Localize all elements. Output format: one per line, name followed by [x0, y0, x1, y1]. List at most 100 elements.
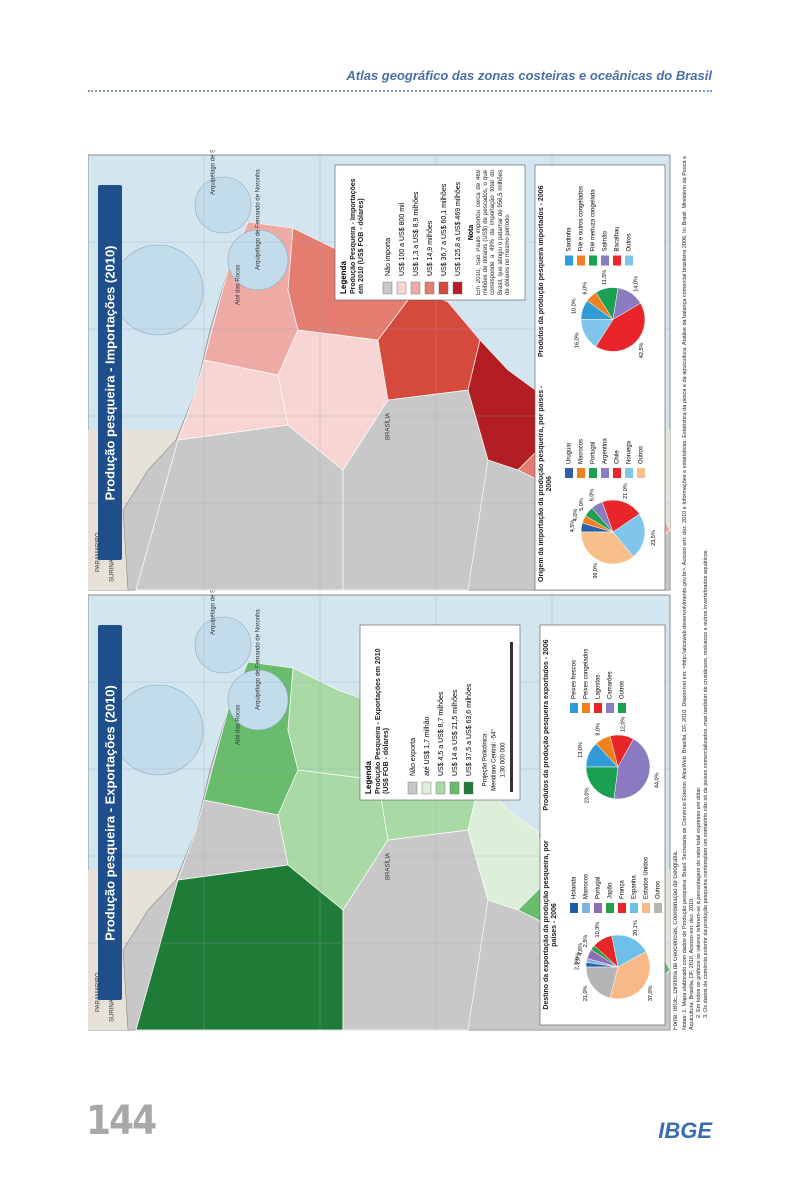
- legend-box: [334, 164, 526, 301]
- legend-label: Sardinha: [567, 227, 573, 252]
- rotated-content: PARAMARIBOSURINAMEGUYANEAtol das RocasAr…: [87, 90, 713, 1035]
- slice-label: 10,0%: [571, 298, 577, 314]
- text-box: 3. Os dados de comércio exterior da prod…: [703, 549, 709, 1018]
- legend-swatch: [618, 903, 626, 913]
- slice-label: 4,5%: [570, 520, 576, 533]
- legend-label: Filé e outros congelados: [579, 186, 585, 251]
- legend-label: Holanda: [572, 876, 578, 899]
- footer-note: 3. Os dados de comércio exterior da prod…: [703, 549, 709, 1018]
- scale-bar: [510, 642, 513, 792]
- legend-swatch: [407, 781, 418, 795]
- legend-label: Marrocos: [579, 439, 585, 464]
- map-info: Projeção Policônica: [483, 733, 489, 786]
- slice-label: 4,0%: [573, 509, 579, 522]
- legend-box: [359, 624, 521, 801]
- pie-slice: [601, 499, 640, 533]
- slice-label: 10,3%: [595, 922, 601, 938]
- legend-swatch: [594, 703, 602, 713]
- slice-label: 23,5%: [651, 530, 657, 546]
- pie-slice: [611, 934, 647, 968]
- map-label: SURINAME: [110, 990, 116, 1022]
- legend-label: US$ 4,5 a US$ 8,7 milhões: [438, 691, 445, 776]
- chart-title: Produtos da produção pesqueira importado…: [538, 185, 545, 358]
- slice-label: 14,0%: [633, 276, 639, 292]
- map-panel: PARAMARIBOSURINAMEGUYANEAtol das RocasAr…: [87, 90, 671, 591]
- pie-slice: [580, 319, 614, 347]
- map-label: Atol das Rocas: [236, 705, 242, 745]
- slice-label: 2,0%: [575, 952, 581, 965]
- page-number: 144: [86, 1098, 157, 1144]
- legend-swatch: [410, 281, 421, 295]
- footer-source: Fonte: IBGE, Diretoria de Geociências, C…: [673, 850, 679, 1030]
- legend-swatch: [438, 281, 449, 295]
- legend-label: Lagostas: [596, 675, 602, 699]
- slice-label: 13,0%: [578, 742, 584, 758]
- map-label: BRASÍLIA: [385, 413, 392, 440]
- pie-slice: [613, 738, 651, 800]
- legend-swatch: [601, 468, 609, 478]
- slice-label: 2,3%: [575, 958, 581, 971]
- text-box: Produtos da produção pesqueira exportado…: [543, 639, 550, 810]
- map-label: Arquipélago de Fernando de Noronha: [256, 169, 262, 270]
- legend-label: Outros: [627, 233, 633, 251]
- legend-label: Portugal: [591, 442, 597, 464]
- legend-label: Portugal: [596, 877, 602, 899]
- legend-label: Outros: [656, 881, 662, 899]
- slice-label: 6,0%: [590, 489, 596, 502]
- legend-swatch: [618, 703, 626, 713]
- legend-label: Não exporta: [410, 738, 417, 776]
- slice-label: 4,8%: [578, 943, 584, 956]
- slice-label: 21,0%: [623, 483, 629, 499]
- text-box: Origem da importação da produção pesquei…: [538, 386, 553, 582]
- legend-swatch: [625, 468, 633, 478]
- legend-label: até US$ 1,7 milhão: [424, 716, 431, 776]
- legend-swatch: [630, 903, 638, 913]
- legend-swatch: [637, 468, 645, 478]
- text-box: Destino da exportação da produção pesque…: [543, 840, 558, 1009]
- legend-heading: Legenda: [339, 261, 348, 294]
- slice-label: 6,0%: [582, 282, 588, 295]
- text-box: Produtos da produção pesqueira importado…: [538, 185, 545, 358]
- text-box: Em 2010, São Paulo importou cerca de 469…: [476, 170, 511, 295]
- legend-label: Uruguai: [567, 443, 573, 464]
- footer-note: Notas: 1. Mapa elaborado com dados de Pr…: [682, 155, 695, 1030]
- slice-label: 37,0%: [648, 985, 654, 1001]
- legend-label: Filé merluza congelada: [591, 189, 597, 252]
- legend-swatch: [642, 903, 650, 913]
- pie-slice: [612, 513, 646, 558]
- legend-label: Noruega: [627, 440, 633, 464]
- eez-limit: [112, 684, 204, 776]
- pie-slice: [595, 302, 646, 352]
- legend-label: Peixes frescos: [572, 660, 578, 699]
- title-bar: [98, 625, 122, 1000]
- panel-title: Produção pesqueira - Exportações (2010): [102, 685, 117, 941]
- pie-slice: [580, 531, 634, 565]
- legend-swatch: [601, 255, 609, 266]
- eez-limit: [112, 244, 204, 336]
- legend-label: Salmão: [603, 230, 609, 251]
- map-info: Meridiano Central: -54°: [492, 729, 498, 791]
- legend-swatch: [421, 781, 432, 795]
- legend-swatch: [625, 255, 633, 266]
- legend-swatch: [424, 281, 435, 295]
- legend-heading: Legenda: [364, 761, 373, 794]
- header-title: Atlas geográfico das zonas costeiras e o…: [346, 68, 712, 83]
- pie-slice: [585, 966, 619, 999]
- slice-label: 8,0%: [596, 723, 602, 736]
- map-label: BRASÍLIA: [385, 853, 392, 880]
- legend-label: US$ 125,8 a US$ 469 milhões: [455, 181, 462, 276]
- legend-swatch: [589, 255, 597, 266]
- slice-label: 20,1%: [633, 920, 639, 936]
- legend-label: US$ 14 a US$ 21,5 milhões: [452, 689, 459, 776]
- legend-swatch: [594, 903, 602, 913]
- legend-label: Japão: [608, 882, 614, 899]
- legend-label: Peixes congelados: [584, 649, 590, 699]
- slice-label: 16,0%: [575, 332, 581, 348]
- slice-label: 12,0%: [621, 716, 627, 732]
- legend-swatch: [582, 703, 590, 713]
- map-panel: PARAMARIBOSURINAMEGUYANEAtol das RocasAr…: [87, 530, 671, 1031]
- pie-slice: [609, 951, 651, 1000]
- legend-label: Marrocos: [584, 874, 590, 899]
- map-sheet: PARAMARIBOSURINAMEGUYANEAtol das RocasAr…: [87, 90, 709, 1031]
